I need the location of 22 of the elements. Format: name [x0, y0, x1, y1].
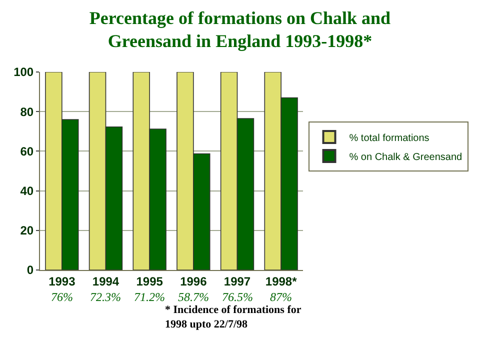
x-tick-label: 1993	[48, 274, 76, 288]
x-tick-label: 1994	[92, 274, 120, 288]
text: * Incidence of formations for 1998 upto 22/7/98	[165, 304, 302, 330]
data-label: 58.7%	[178, 290, 209, 304]
legend-label: % on Chalk & Greensand	[349, 152, 462, 163]
chart-title: Percentage of formations on Chalk and Greensand in England 1993-1998*	[89, 8, 391, 52]
data-label: 76%	[51, 290, 73, 304]
data-label: 71.2%	[134, 290, 165, 304]
x-tick-label: 1995	[136, 274, 164, 288]
data-label: 76.5%	[222, 290, 253, 304]
y-tick-label: 100	[14, 65, 34, 80]
data-label: 87%	[270, 290, 292, 304]
y-tick-label: 80	[20, 104, 34, 119]
data-label: 72.3%	[90, 290, 121, 304]
x-tick-label: 1996	[180, 274, 208, 288]
y-tick-label: 40	[20, 184, 34, 198]
legend-label: % total formations	[349, 132, 430, 144]
y-tick-label: 20	[20, 224, 34, 238]
y-tick-label: 0	[26, 263, 34, 278]
x-tick-label: 1997	[224, 274, 251, 288]
y-tick-label: 60	[20, 144, 34, 158]
x-tick-label: 1998*	[265, 274, 298, 288]
